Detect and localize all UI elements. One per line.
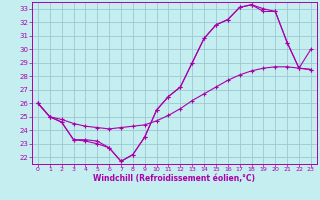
X-axis label: Windchill (Refroidissement éolien,°C): Windchill (Refroidissement éolien,°C): [93, 174, 255, 183]
